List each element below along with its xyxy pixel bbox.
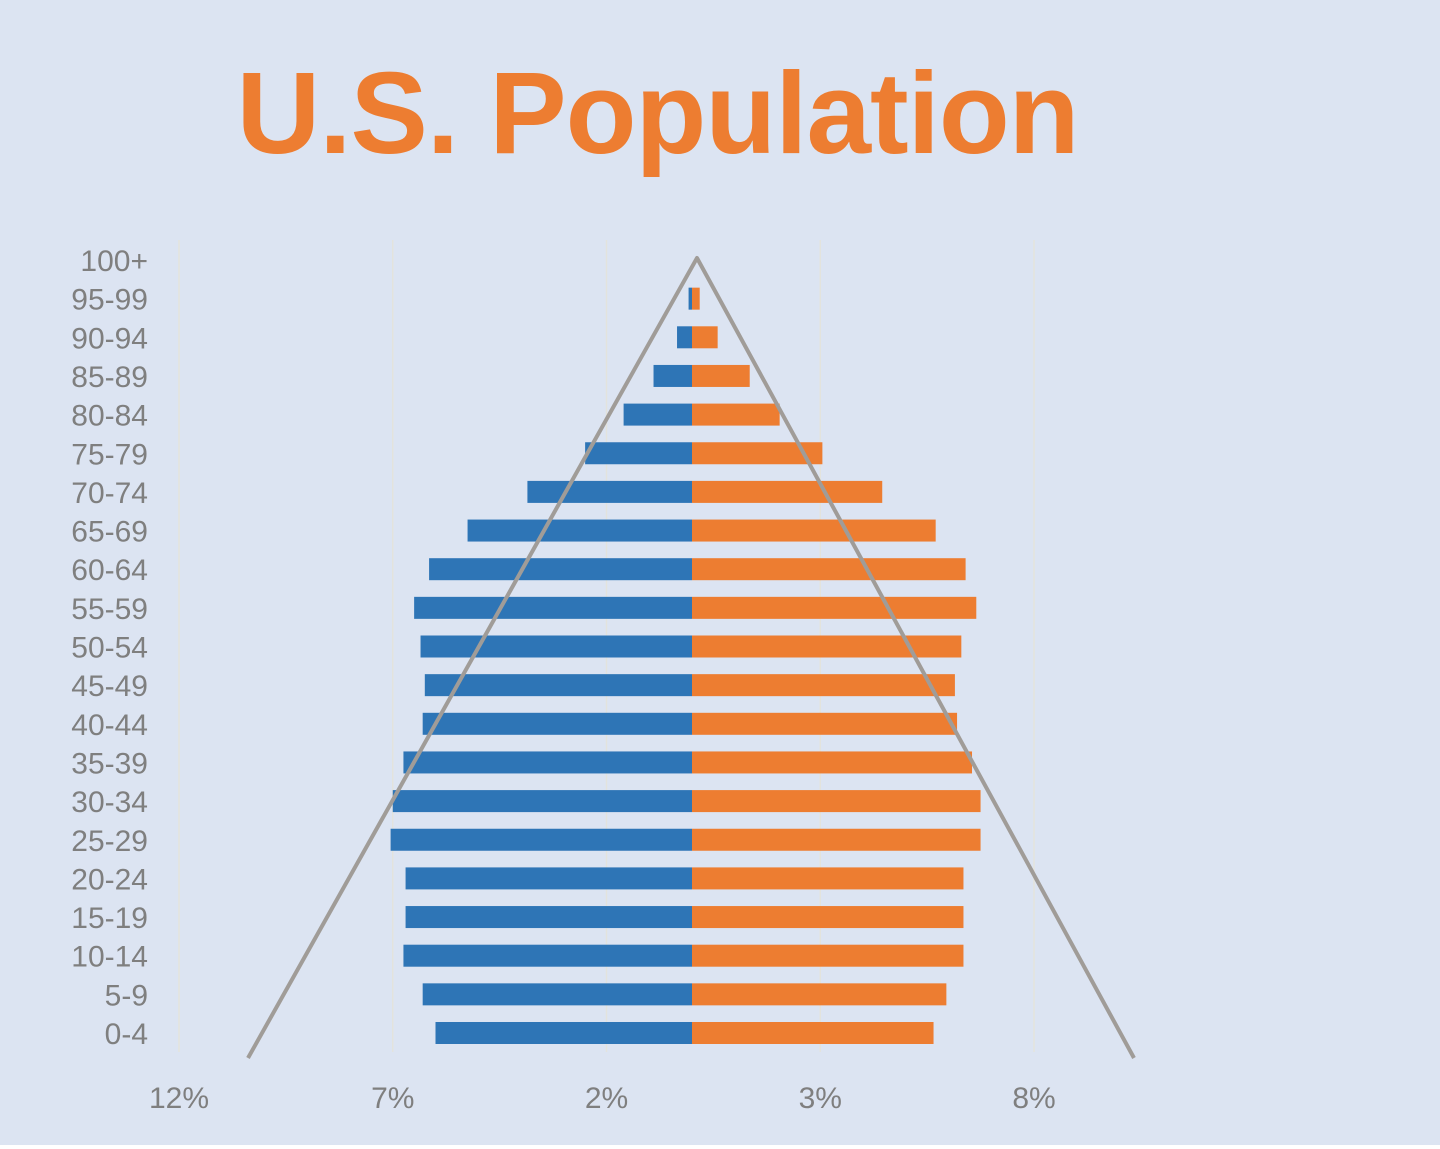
right-bar — [692, 403, 780, 426]
left-bar — [390, 828, 692, 851]
right-bar — [692, 364, 750, 387]
y-tick-label: 0-4 — [105, 1018, 148, 1051]
x-tick-label: 8% — [1012, 1082, 1055, 1115]
right-bar — [692, 867, 964, 890]
left-bar — [405, 906, 692, 929]
right-bar — [692, 944, 964, 967]
y-tick-label: 95-99 — [71, 284, 148, 317]
x-tick-label: 12% — [149, 1082, 209, 1115]
x-axis-labels: 12% 7% 2% 3% 8% — [149, 1082, 1056, 1115]
y-tick-label: 100+ — [80, 245, 148, 278]
left-bar — [435, 1022, 692, 1044]
right-series-bars — [692, 287, 981, 1044]
y-tick-label: 90-94 — [71, 322, 148, 355]
right-bar — [692, 983, 947, 1006]
left-bar — [424, 674, 692, 697]
right-bar — [692, 828, 981, 851]
y-tick-label: 80-84 — [71, 400, 148, 433]
y-tick-label: 65-69 — [71, 516, 148, 549]
left-bar — [429, 558, 692, 581]
right-bar — [692, 326, 718, 349]
x-tick-label: 7% — [371, 1082, 414, 1115]
left-bar — [623, 403, 692, 426]
left-bar — [403, 751, 692, 774]
right-bar — [692, 712, 958, 735]
right-bar — [692, 519, 936, 542]
x-tick-label: 3% — [799, 1082, 842, 1115]
right-bar — [692, 596, 977, 619]
y-tick-label: 50-54 — [71, 632, 148, 665]
right-bar — [692, 287, 700, 310]
y-tick-label: 20-24 — [71, 863, 148, 896]
y-tick-label: 70-74 — [71, 477, 148, 510]
chart-title: U.S. Population — [236, 48, 1079, 178]
left-bar — [414, 596, 692, 619]
right-bar — [692, 1022, 934, 1044]
y-tick-label: 40-44 — [71, 709, 148, 742]
y-tick-label: 75-79 — [71, 438, 148, 471]
y-tick-label: 10-14 — [71, 941, 148, 974]
pyramid-outline — [246, 256, 1136, 1059]
y-tick-label: 85-89 — [71, 361, 148, 394]
left-bar — [422, 712, 692, 735]
y-tick-label: 55-59 — [71, 593, 148, 626]
right-bar — [692, 635, 962, 658]
left-bar — [653, 364, 692, 387]
left-bar — [422, 983, 692, 1006]
y-tick-label: 25-29 — [71, 825, 148, 858]
left-bar — [677, 326, 692, 349]
y-tick-label: 30-34 — [71, 786, 148, 819]
y-tick-label: 35-39 — [71, 747, 148, 780]
left-bar — [585, 442, 692, 465]
left-bar — [527, 480, 692, 503]
right-bar — [692, 558, 966, 581]
y-tick-label: 60-64 — [71, 554, 148, 587]
y-axis-labels: 0-4 5-9 10-14 15-19 20-24 25-29 30-34 35-39 40-4… — [71, 245, 148, 1051]
right-bar — [692, 751, 973, 774]
left-bar — [420, 635, 692, 658]
left-series-bars — [390, 287, 692, 1044]
right-bar — [692, 906, 964, 929]
left-bar — [403, 944, 692, 967]
x-tick-label: 2% — [585, 1082, 628, 1115]
left-bar — [467, 519, 692, 542]
right-bar — [692, 674, 955, 697]
right-bar — [692, 442, 823, 465]
pyramid-overlay — [246, 256, 1136, 1059]
y-tick-label: 15-19 — [71, 902, 148, 935]
left-bar — [405, 867, 692, 890]
right-bar — [692, 790, 981, 813]
left-bar — [392, 790, 692, 813]
y-tick-label: 45-49 — [71, 670, 148, 703]
left-bar — [688, 287, 692, 310]
right-bar — [692, 480, 883, 503]
y-tick-label: 5-9 — [105, 979, 148, 1012]
